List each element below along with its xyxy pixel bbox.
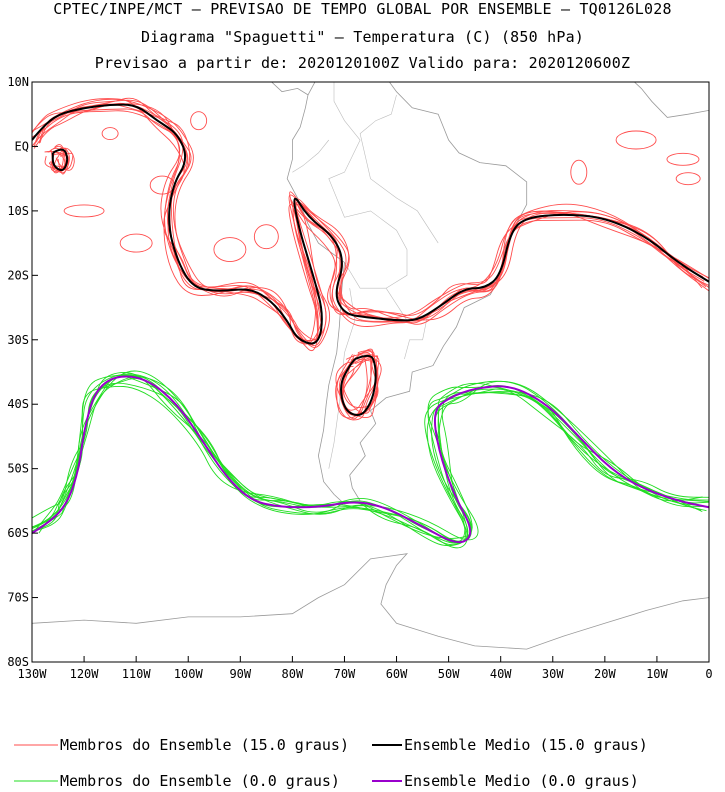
- series-line-1: [340, 354, 377, 416]
- x-tick-label-8: 50W: [438, 667, 460, 681]
- ensemble-member-1-2: [342, 351, 378, 417]
- ensemble-member-0-8: [32, 98, 703, 352]
- country-border-4: [292, 139, 330, 173]
- legend-label-3: Ensemble Medio (0.0 graus): [404, 772, 639, 790]
- ensemble-member-2-7: [55, 147, 75, 171]
- ensemble-member-1-8: [342, 353, 380, 418]
- y-tick-label-7: 60S: [7, 526, 29, 540]
- chart-title-line-3: Previsao a partir de: 2020120100Z Valido…: [94, 54, 631, 72]
- x-tick-label-11: 20W: [594, 667, 616, 681]
- y-tick-label-8: 70S: [7, 591, 29, 605]
- series-line-3: [32, 375, 709, 544]
- member-cell-10: [119, 233, 153, 253]
- member-cell-7: [615, 130, 657, 150]
- member-cell-6: [666, 152, 700, 166]
- legend-label-2: Membros do Ensemble (0.0 graus): [60, 772, 340, 790]
- ensemble-member-0-1: [39, 99, 709, 347]
- y-tick-label-1: EQ: [15, 139, 29, 153]
- plot-frame: [31, 81, 710, 663]
- chart-title-line-1: CPTEC/INPE/MCT – PREVISAO DE TEMPO GLOBA…: [53, 0, 672, 18]
- y-tick-label-5: 40S: [7, 397, 29, 411]
- ensemble-means: [32, 103, 709, 544]
- ensemble-member-3-8: [34, 373, 703, 544]
- x-tick-label-6: 70W: [334, 667, 356, 681]
- member-cell-4: [190, 111, 208, 131]
- y-tick-label-6: 50S: [7, 462, 29, 476]
- x-tick-label-12: 10W: [646, 667, 668, 681]
- ensemble-members: [32, 97, 709, 549]
- member-cell-2: [213, 237, 247, 263]
- member-cell-3: [63, 204, 105, 218]
- antarctica-coastline: [32, 553, 709, 650]
- series-line-2: [51, 148, 69, 172]
- y-tick-label-4: 30S: [7, 333, 29, 347]
- x-tick-label-10: 30W: [542, 667, 564, 681]
- ensemble-member-1-6: [338, 356, 372, 416]
- x-tick-label-3: 100W: [174, 667, 204, 681]
- country-border-3: [359, 94, 439, 244]
- x-tick-label-5: 80W: [282, 667, 304, 681]
- chart-title-line-2: Diagrama "Spaguetti" – Temperatura (C) (…: [140, 28, 585, 46]
- south-america-coastline: [286, 82, 528, 505]
- y-tick-label-2: 10S: [7, 204, 29, 218]
- y-tick-label-3: 20S: [7, 268, 29, 282]
- x-tick-label-9: 40W: [490, 667, 512, 681]
- country-border-0: [328, 82, 408, 289]
- ensemble-member-3-9: [32, 380, 702, 547]
- y-tick-label-9: 80S: [7, 655, 29, 669]
- member-cell-8: [570, 159, 588, 185]
- caribbean-coastline: [272, 0, 319, 18]
- series-line-0: [32, 103, 709, 345]
- x-tick-label-1: 120W: [70, 667, 100, 681]
- member-cell-0: [101, 127, 119, 141]
- x-tick-label-7: 60W: [386, 667, 408, 681]
- x-tick-label-13: 0: [705, 667, 712, 681]
- legend-label-1: Ensemble Medio (15.0 graus): [404, 736, 648, 754]
- x-tick-label-4: 90W: [229, 667, 251, 681]
- axes: 130W 120W 110W 100W 90W 80W 70W 60W 50W 40W 30W 20W…: [7, 75, 712, 681]
- central-america-coastline: [271, 82, 309, 96]
- member-cell-5: [253, 224, 279, 250]
- ensemble-member-3-5: [38, 375, 709, 541]
- y-tick-label-0: 10N: [7, 75, 29, 89]
- x-tick-label-2: 110W: [122, 667, 152, 681]
- ensemble-member-0-7: [38, 98, 709, 348]
- legend-label-0: Membros do Ensemble (15.0 graus): [60, 736, 349, 754]
- africa-coastline: [633, 82, 709, 118]
- legend: Membros do Ensemble (15.0 graus) Ensemble…: [14, 736, 648, 790]
- ensemble-member-2-8: [46, 151, 68, 174]
- x-tick-label-0: 130W: [18, 667, 48, 681]
- member-cell-9: [675, 172, 701, 186]
